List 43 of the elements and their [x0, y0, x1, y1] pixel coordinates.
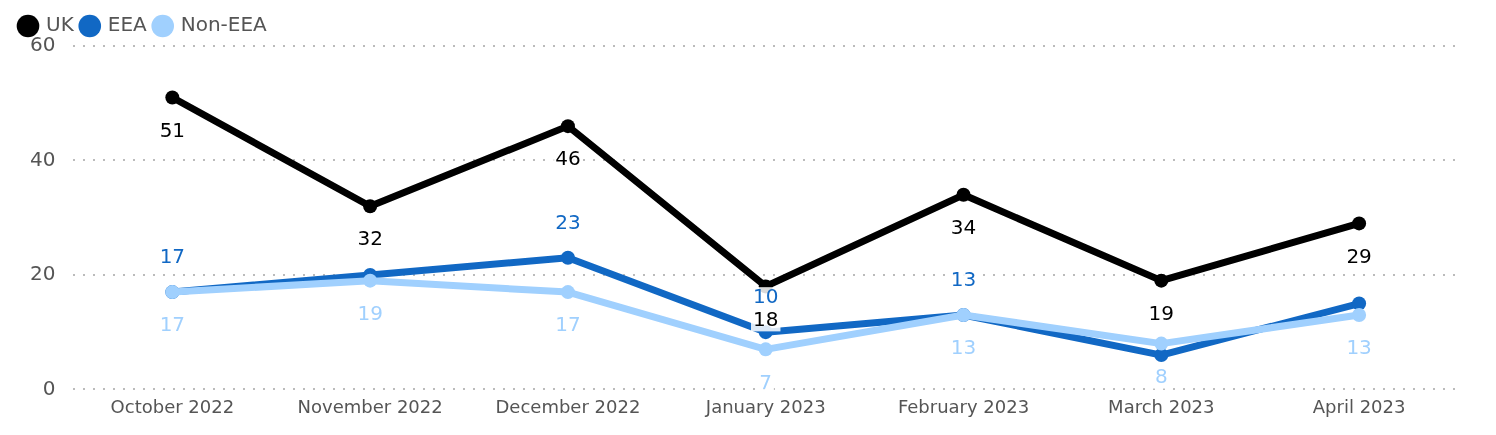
point [363, 199, 378, 214]
data-label: 17 [555, 312, 581, 337]
x-tick-label: January 2023 [704, 395, 826, 417]
point [1154, 348, 1169, 363]
data-label: 13 [950, 267, 977, 292]
data-label: 17 [159, 244, 186, 269]
data-label: 10 [753, 284, 779, 309]
x-tick-label: November 2022 [297, 395, 443, 417]
data-label: 34 [950, 215, 977, 240]
x-tick-label: April 2023 [1312, 395, 1406, 417]
data-label: 13 [1346, 335, 1372, 360]
point [1352, 308, 1367, 322]
point [956, 187, 971, 202]
legend-label: EEA [107, 12, 148, 37]
data-label: 19 [357, 300, 383, 325]
point [560, 119, 575, 134]
point [165, 90, 180, 105]
data-label: 13 [950, 335, 977, 360]
data-label: 32 [357, 226, 383, 251]
point [1154, 336, 1169, 351]
x-tick-label: October 2022 [110, 395, 235, 417]
point [363, 273, 378, 288]
data-label: 17 [159, 312, 186, 337]
data-label: 19 [1148, 300, 1175, 325]
data-label: 7 [759, 369, 773, 394]
point [1352, 216, 1367, 231]
point [560, 250, 575, 265]
y-tick-label: 40 [30, 146, 56, 171]
point [758, 342, 773, 357]
point [560, 285, 575, 300]
x-tick-label: February 2023 [897, 395, 1030, 417]
x-tick-label: March 2023 [1108, 395, 1215, 417]
x-tick-label: December 2022 [495, 395, 641, 417]
data-label: 29 [1346, 243, 1372, 268]
legend-label: Non-EEA [180, 12, 268, 37]
data-label: 18 [753, 306, 779, 331]
data-label: 51 [159, 117, 186, 142]
y-tick-label: 0 [42, 375, 56, 400]
data-label: 23 [555, 209, 581, 234]
data-label: 46 [555, 146, 581, 171]
data-label: 8 [1154, 363, 1168, 388]
point [1154, 273, 1169, 288]
y-tick-label: 20 [30, 261, 56, 286]
